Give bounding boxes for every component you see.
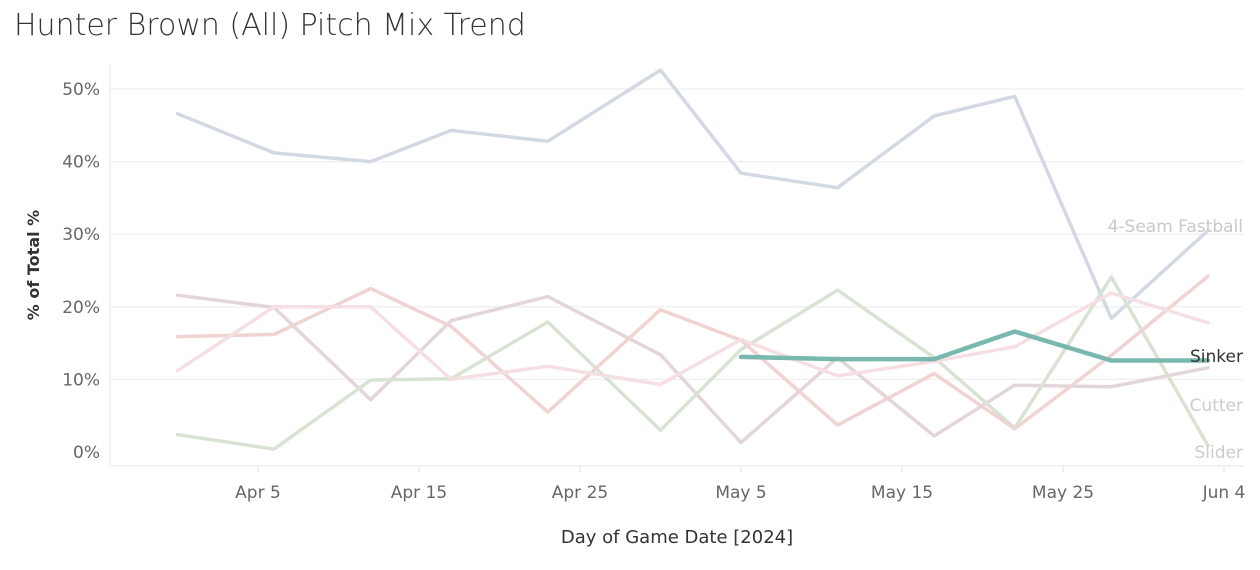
x-tick-label: Jun 4: [1202, 483, 1246, 503]
series-label-cutter: Cutter: [1190, 396, 1243, 416]
series-label-4-seam-fastball: 4-Seam Fastball: [1108, 217, 1243, 237]
series-line-4-seam-fastball: [175, 68, 1210, 321]
y-tick-label: 20%: [62, 298, 100, 318]
y-tick-label: 30%: [62, 225, 100, 245]
x-axis-ticks: Apr 5 Apr 15 Apr 25 May 5 May 15 May 25 Jun 4: [235, 466, 1245, 503]
x-axis-title: Day of Game Date [2024]: [561, 527, 793, 548]
x-tick-label: Apr 15: [391, 483, 447, 503]
series-label-sinker: Sinker: [1190, 347, 1243, 367]
series-line-sinker: [738, 329, 1211, 363]
y-tick-label: 50%: [62, 80, 100, 100]
y-axis-title: % of Total %: [24, 210, 43, 320]
y-axis-ticks: 0% 10% 20% 30% 40% 50%: [62, 80, 100, 463]
x-tick-label: May 15: [871, 483, 933, 503]
y-tick-label: 10%: [62, 370, 100, 390]
series-line-cutter: [175, 293, 1210, 445]
series-line-unlabeled: [175, 274, 1210, 431]
page-title: Hunter Brown (All) Pitch Mix Trend: [14, 8, 526, 43]
series-label-slider: Slider: [1195, 443, 1243, 463]
x-tick-label: May 25: [1032, 483, 1094, 503]
x-tick-label: Apr 5: [235, 483, 281, 503]
y-tick-label: 40%: [62, 153, 100, 173]
x-tick-label: Apr 25: [552, 483, 608, 503]
series-lines: [175, 68, 1211, 451]
series-line-slider: [175, 275, 1210, 451]
series-labels: 4-Seam Fastball Sinker Cutter Slider: [1108, 217, 1243, 463]
y-tick-label: 0%: [73, 443, 100, 463]
x-tick-label: May 5: [715, 483, 766, 503]
